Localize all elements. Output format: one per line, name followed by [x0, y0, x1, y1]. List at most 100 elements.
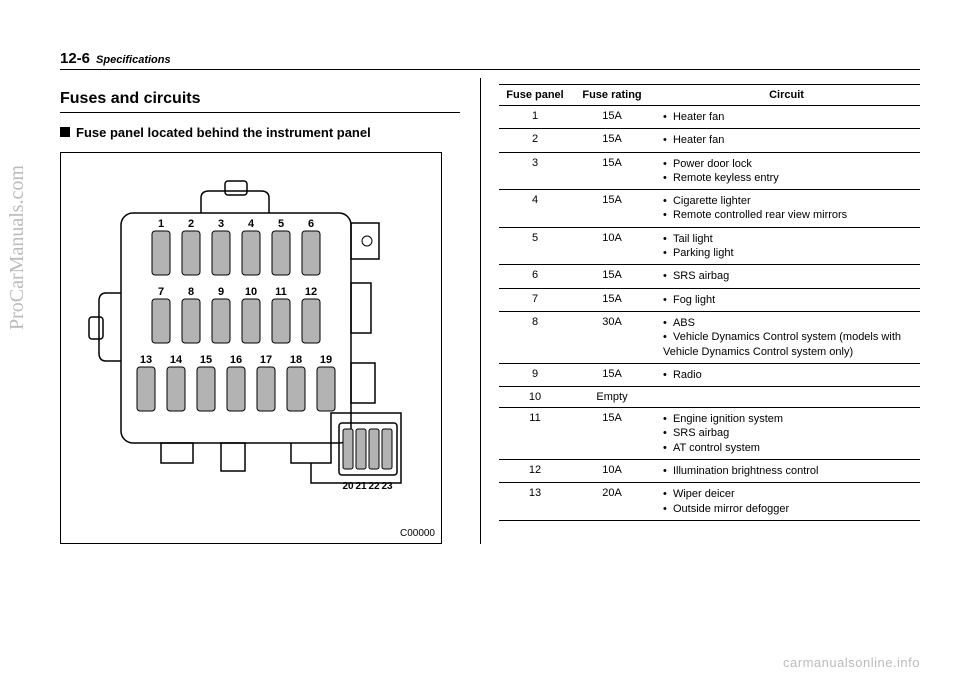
cell-panel: 1: [499, 106, 571, 129]
cell-circuit: Wiper deicerOutside mirror defogger: [653, 483, 920, 521]
cell-panel: 6: [499, 265, 571, 288]
cell-rating: 15A: [571, 129, 653, 152]
fuse-label: 17: [260, 354, 272, 366]
fuse-label: 16: [230, 354, 242, 366]
fuse-slot: [369, 429, 379, 469]
col-header-panel: Fuse panel: [499, 85, 571, 106]
cell-circuit: Heater fan: [653, 129, 920, 152]
table-row: 1115AEngine ignition systemSRS airbagAT …: [499, 408, 920, 460]
fuse-slot: [343, 429, 353, 469]
fuse-label: 15: [200, 354, 212, 366]
cell-rating: 15A: [571, 265, 653, 288]
black-square-icon: [60, 127, 70, 137]
table-row: 715AFog light: [499, 288, 920, 311]
chapter-title: Specifications: [96, 54, 171, 66]
circuit-item: Remote controlled rear view mirrors: [663, 208, 914, 222]
circuit-item: AT control system: [663, 441, 914, 455]
table-row: 915ARadio: [499, 363, 920, 386]
fuse-diagram: 1234567891011121314151617181920212223 C0…: [60, 152, 442, 544]
section-rule: [60, 112, 460, 113]
table-row: 615A SRS airbag: [499, 265, 920, 288]
cell-circuit: Radio: [653, 363, 920, 386]
fuse-label: 23: [381, 481, 393, 492]
fuse-slot: [152, 299, 170, 343]
fuse-slot: [182, 299, 200, 343]
fuse-slot: [302, 231, 320, 275]
fuse-slot: [272, 231, 290, 275]
cell-panel: 2: [499, 129, 571, 152]
fuse-svg: 1234567891011121314151617181920212223: [61, 153, 441, 543]
watermark-bottom: carmanualsonline.info: [783, 655, 920, 670]
fuse-slot: [257, 367, 275, 411]
cell-rating: Empty: [571, 387, 653, 408]
table-row: 315APower door lockRemote keyless entry: [499, 152, 920, 190]
section-title: Fuses and circuits: [60, 90, 460, 108]
cell-rating: 15A: [571, 363, 653, 386]
subsection-heading: Fuse panel located behind the instrument…: [60, 125, 460, 142]
fuse-label: 10: [245, 286, 257, 298]
circuit-item: Illumination brightness control: [663, 464, 914, 478]
cell-circuit: [653, 387, 920, 408]
cell-circuit: Heater fan: [653, 106, 920, 129]
circuit-item: Parking light: [663, 246, 914, 260]
fuse-slot: [152, 231, 170, 275]
fuse-label: 14: [170, 354, 183, 366]
circuit-item: Remote keyless entry: [663, 171, 914, 185]
cell-circuit: Engine ignition systemSRS airbagAT contr…: [653, 408, 920, 460]
fuse-slot: [212, 299, 230, 343]
table-row: 10Empty: [499, 387, 920, 408]
fuse-label: 8: [188, 286, 194, 298]
fuse-label: 9: [218, 286, 224, 298]
fuse-slot: [302, 299, 320, 343]
cell-rating: 15A: [571, 408, 653, 460]
figure-code: C00000: [400, 528, 435, 539]
cell-panel: 11: [499, 408, 571, 460]
cell-rating: 20A: [571, 483, 653, 521]
table-row: 1320AWiper deicerOutside mirror defogger: [499, 483, 920, 521]
fuse-label: 7: [158, 286, 164, 298]
cell-circuit: Cigarette lighterRemote controlled rear …: [653, 190, 920, 228]
left-column: Fuses and circuits Fuse panel located be…: [60, 78, 460, 544]
fuse-slot: [382, 429, 392, 469]
circuit-item: Cigarette lighter: [663, 194, 914, 208]
circuit-item: Wiper deicer: [663, 487, 914, 501]
cell-rating: 15A: [571, 190, 653, 228]
fuse-label: 13: [140, 354, 152, 366]
cell-rating: 10A: [571, 227, 653, 265]
cell-rating: 15A: [571, 152, 653, 190]
cell-rating: 10A: [571, 460, 653, 483]
fuse-slot: [242, 299, 260, 343]
cell-panel: 3: [499, 152, 571, 190]
fuse-slot: [197, 367, 215, 411]
circuit-item: Outside mirror defogger: [663, 502, 914, 516]
fuse-slot: [212, 231, 230, 275]
cell-circuit: Fog light: [653, 288, 920, 311]
fuse-slot: [287, 367, 305, 411]
page-header: 12-6 Specifications: [60, 50, 920, 70]
cell-rating: 15A: [571, 106, 653, 129]
fuse-slot: [167, 367, 185, 411]
cell-circuit: SRS airbag: [653, 265, 920, 288]
fuse-slot: [356, 429, 366, 469]
right-column: Fuse panel Fuse rating Circuit 115AHeate…: [480, 78, 920, 544]
circuit-item: Tail light: [663, 232, 914, 246]
fuse-slot: [242, 231, 260, 275]
fuse-label: 1: [158, 218, 164, 230]
circuit-item: SRS airbag: [663, 426, 914, 440]
cell-rating: 15A: [571, 288, 653, 311]
cell-rating: 30A: [571, 311, 653, 363]
cell-panel: 9: [499, 363, 571, 386]
col-header-rating: Fuse rating: [571, 85, 653, 106]
watermark-side: ProCarManuals.com: [6, 165, 29, 330]
circuit-item: Fog light: [663, 293, 914, 307]
cell-panel: 13: [499, 483, 571, 521]
fuse-label: 21: [355, 481, 367, 492]
fuse-label: 19: [320, 354, 332, 366]
fuse-label: 4: [248, 218, 255, 230]
circuit-item: SRS airbag: [663, 269, 914, 283]
cell-circuit: Power door lockRemote keyless entry: [653, 152, 920, 190]
fuse-label: 12: [305, 286, 317, 298]
table-row: 415ACigarette lighterRemote controlled r…: [499, 190, 920, 228]
table-row: 510ATail lightParking light: [499, 227, 920, 265]
fuse-label: 11: [275, 286, 287, 298]
